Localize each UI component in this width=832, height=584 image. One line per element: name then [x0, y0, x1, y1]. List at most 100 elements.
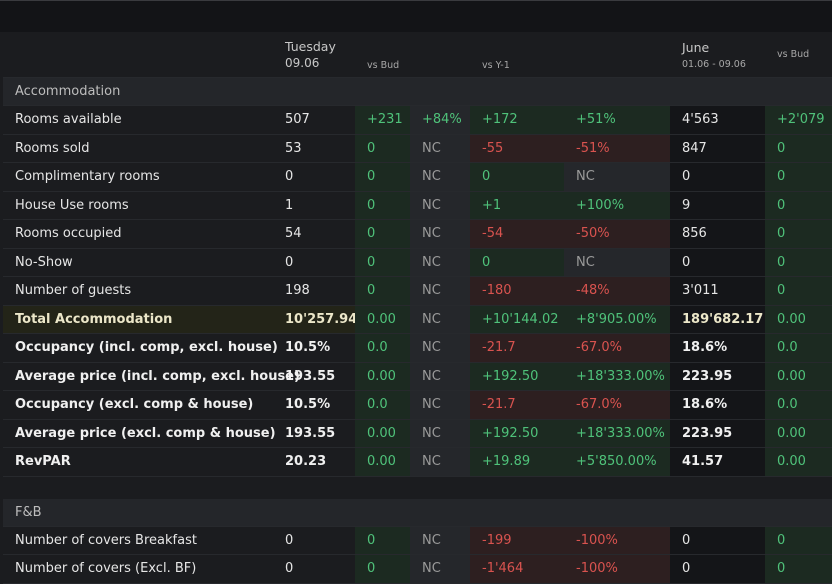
row-label: Rooms sold [15, 140, 90, 156]
month-value: 223.95 [670, 419, 765, 447]
row-label: No-Show [15, 254, 73, 270]
vs-y1-pct: +18'333.00% [564, 362, 670, 390]
row-label: Total Accommodation [15, 311, 173, 327]
vs-bud-abs: +231 [355, 106, 410, 134]
vs-y1-pct: +51% [564, 106, 670, 134]
vs-y1-abs: +1 [470, 191, 564, 219]
month-vs-bud: 0 [765, 277, 832, 305]
day-value: 507 [285, 112, 310, 128]
day-value: 53 [285, 140, 302, 156]
table-row: House Use rooms 1 0 NC +1 +100% 9 0 [3, 191, 832, 220]
header-month-range: 01.06 - 09.06 [682, 58, 746, 70]
month-vs-bud: 0.0 [765, 391, 832, 419]
month-value: 0 [670, 248, 765, 276]
vs-y1-abs: -21.7 [470, 391, 564, 419]
section-header: Accommodation [3, 78, 832, 106]
section-header: F&B [3, 498, 832, 527]
month-vs-bud: 0.00 [765, 448, 832, 476]
day-value: 20.23 [285, 454, 327, 470]
day-value: 193.55 [285, 425, 336, 441]
vs-bud-abs: 0.0 [355, 334, 410, 362]
vs-y1-pct: +18'333.00% [564, 419, 670, 447]
row-label: Occupancy (excl. comp & house) [15, 397, 254, 413]
header-vs-bud: vs Bud [355, 32, 410, 77]
vs-y1-abs: +19.89 [470, 448, 564, 476]
vs-y1-pct: NC [564, 163, 670, 191]
month-value: 18.6% [670, 334, 765, 362]
day-value: 0 [285, 532, 294, 548]
vs-bud-pct: NC [410, 362, 470, 390]
month-value: 0 [670, 163, 765, 191]
vs-bud-pct: NC [410, 448, 470, 476]
vs-bud-pct: +84% [410, 106, 470, 134]
table-header: Tuesday 09.06 vs Bud vs Y-1 June 01.06 -… [3, 32, 832, 78]
day-value: 1 [285, 197, 294, 213]
day-value: 10.5% [285, 397, 331, 413]
month-value: 856 [670, 220, 765, 248]
day-value: 54 [285, 226, 302, 242]
kpi-table: Tuesday 09.06 vs Bud vs Y-1 June 01.06 -… [3, 32, 832, 584]
table-row: Occupancy (excl. comp & house) 10.5% 0.0 NC… [3, 391, 832, 420]
vs-y1-pct: NC [564, 248, 670, 276]
vs-bud-abs: 0 [355, 277, 410, 305]
month-vs-bud: 0.00 [765, 419, 832, 447]
month-vs-bud: 0 [765, 555, 832, 583]
vs-y1-abs: -180 [470, 277, 564, 305]
header-month-vs-bud-label: vs Bud [777, 49, 810, 60]
vs-y1-pct: +5'850.00% [564, 448, 670, 476]
row-label: Average price (excl. comp & house) [15, 425, 276, 441]
vs-bud-pct: NC [410, 555, 470, 583]
row-label: Average price (incl. comp, excl. house) [15, 368, 300, 384]
vs-bud-pct: NC [410, 334, 470, 362]
row-label: Rooms occupied [15, 226, 122, 242]
month-value: 4'563 [670, 106, 765, 134]
vs-bud-abs: 0 [355, 191, 410, 219]
month-vs-bud: 0.00 [765, 305, 832, 333]
month-vs-bud: 0 [765, 220, 832, 248]
vs-y1-pct: -51% [564, 134, 670, 162]
table-body: Accommodation Rooms available 507 +231 +84% +… [3, 78, 832, 584]
header-month-vs-bud: vs Bud [765, 32, 832, 77]
header-vs-bud-pct [410, 32, 470, 77]
vs-bud-abs: 0 [355, 134, 410, 162]
table-row: Rooms occupied 54 0 NC -54 -50% 856 0 [3, 220, 832, 249]
vs-y1-abs: -54 [470, 220, 564, 248]
month-vs-bud: +2'079 [765, 106, 832, 134]
vs-bud-pct: NC [410, 220, 470, 248]
month-vs-bud: 0 [765, 526, 832, 554]
header-day-date: 09.06 [285, 56, 320, 70]
vs-y1-abs: +192.50 [470, 419, 564, 447]
month-value: 223.95 [670, 362, 765, 390]
vs-bud-abs: 0.0 [355, 391, 410, 419]
vs-bud-pct: NC [410, 419, 470, 447]
vs-bud-abs: 0 [355, 248, 410, 276]
day-value: 10.5% [285, 340, 331, 356]
table-row: Rooms sold 53 0 NC -55 -51% 847 0 [3, 134, 832, 163]
vs-bud-pct: NC [410, 191, 470, 219]
vs-bud-pct: NC [410, 163, 470, 191]
section-spacer [3, 476, 832, 499]
table-row: Number of guests 198 0 NC -180 -48% 3'011 0 [3, 277, 832, 306]
table-row: No-Show 0 0 NC 0 NC 0 0 [3, 248, 832, 277]
table-row: Number of covers (Excl. BF) 0 0 NC -1'464 -10… [3, 555, 832, 584]
row-label: Complimentary rooms [15, 169, 160, 185]
header-label-col [3, 32, 273, 77]
table-row: Occupancy (incl. comp, excl. house) 10.5%… [3, 334, 832, 363]
vs-y1-abs: 0 [470, 248, 564, 276]
vs-y1-pct: -100% [564, 555, 670, 583]
table-row: Number of covers Breakfast 0 0 NC -199 -100% 0… [3, 526, 832, 555]
header-day: Tuesday 09.06 [273, 32, 355, 77]
table-row: Average price (incl. comp, excl. house) 1… [3, 362, 832, 391]
row-label: Number of guests [15, 283, 132, 299]
section-title: Accommodation [15, 84, 121, 99]
row-label: RevPAR [15, 454, 71, 470]
vs-bud-abs: 0.00 [355, 362, 410, 390]
vs-bud-abs: 0.00 [355, 448, 410, 476]
month-vs-bud: 0 [765, 134, 832, 162]
header-vs-bud-label: vs Bud [367, 60, 400, 71]
month-value: 189'682.17 [670, 305, 765, 333]
month-value: 3'011 [670, 277, 765, 305]
section-title: F&B [15, 504, 42, 520]
vs-y1-pct: -67.0% [564, 334, 670, 362]
month-value: 847 [670, 134, 765, 162]
